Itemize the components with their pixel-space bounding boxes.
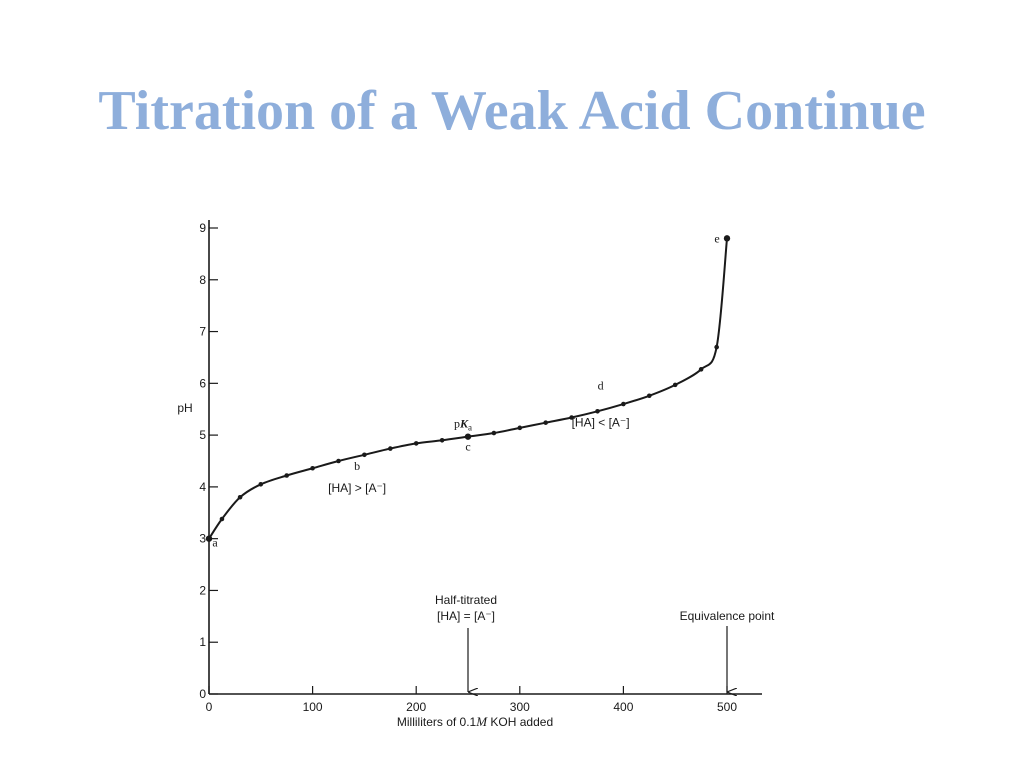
data-point xyxy=(543,420,548,425)
y-tick-label-6: 6 xyxy=(199,376,206,390)
data-point xyxy=(621,401,626,407)
labels-group: a b c d e pKa [HA] > [A⁻] [HA] < [A⁻] Half-titra… xyxy=(212,231,775,692)
y-tick-label-2: 2 xyxy=(199,583,206,597)
data-point xyxy=(723,235,731,242)
y-tick-label-5: 5 xyxy=(199,428,206,442)
data-point xyxy=(714,344,719,350)
y-tick-label-3: 3 xyxy=(199,532,206,546)
data-point xyxy=(258,482,264,487)
y-tick-label-7: 7 xyxy=(199,325,206,339)
axes: 0 1 2 3 4 5 6 7 8 9 0 100 200 300 400 500 pH Milliliters … xyxy=(177,220,762,729)
data-point xyxy=(439,437,445,443)
data-point xyxy=(219,516,225,522)
x-tick-label-200: 200 xyxy=(406,700,426,714)
data-point xyxy=(569,415,574,420)
x-tick-label-100: 100 xyxy=(303,700,323,714)
series-group xyxy=(205,235,731,542)
pka-symbol: K xyxy=(459,417,469,431)
pka-prefix: p xyxy=(454,417,460,431)
slide-title: Titration of a Weak Acid Continue xyxy=(98,80,926,142)
x-axis-label-unit: M xyxy=(475,714,488,729)
data-point xyxy=(491,430,497,436)
pka-subscript: a xyxy=(468,423,472,433)
x-tick-label-0: 0 xyxy=(206,700,213,714)
data-point xyxy=(517,425,523,431)
data-point xyxy=(362,452,367,458)
data-point xyxy=(672,382,678,388)
data-point xyxy=(464,433,472,440)
data-point xyxy=(595,408,600,414)
ha-eq-a-label: [HA] = [A⁻] xyxy=(437,609,495,623)
point-label-a: a xyxy=(212,536,218,550)
y-tick-label-1: 1 xyxy=(199,635,206,649)
data-point xyxy=(284,473,290,478)
x-axis-label: Milliliters of 0.1M KOH added xyxy=(397,714,553,729)
data-point xyxy=(310,465,315,471)
point-label-d: d xyxy=(598,378,604,392)
half-titrated-label: Half-titrated xyxy=(435,593,497,607)
x-tick-label-400: 400 xyxy=(613,700,633,714)
data-point xyxy=(647,393,652,399)
x-tick-label-300: 300 xyxy=(510,700,530,714)
y-tick-label-4: 4 xyxy=(199,480,206,494)
ha-lt-a-annotation: [HA] < [A⁻] xyxy=(572,415,630,429)
y-tick-label-9: 9 xyxy=(199,221,206,235)
data-point xyxy=(388,446,393,451)
pka-label: pKa xyxy=(454,417,472,433)
data-point xyxy=(413,441,419,446)
point-label-c: c xyxy=(465,440,470,454)
point-label-b: b xyxy=(354,459,360,473)
data-point xyxy=(205,535,213,542)
data-point xyxy=(237,494,243,500)
y-axis-label: pH xyxy=(177,401,192,415)
ha-gt-a-annotation: [HA] > [A⁻] xyxy=(328,481,386,495)
y-tick-label-0: 0 xyxy=(199,687,206,701)
titration-curve xyxy=(208,238,728,540)
y-tick-label-8: 8 xyxy=(199,273,206,287)
data-point xyxy=(698,367,704,372)
x-axis-label-part: KOH added xyxy=(487,715,553,729)
equivalence-point-label: Equivalence point xyxy=(680,609,775,623)
x-axis-label-part: Milliliters of 0.1 xyxy=(397,715,477,729)
data-point xyxy=(336,458,341,464)
point-label-e: e xyxy=(714,231,719,245)
x-tick-label-500: 500 xyxy=(717,700,737,714)
